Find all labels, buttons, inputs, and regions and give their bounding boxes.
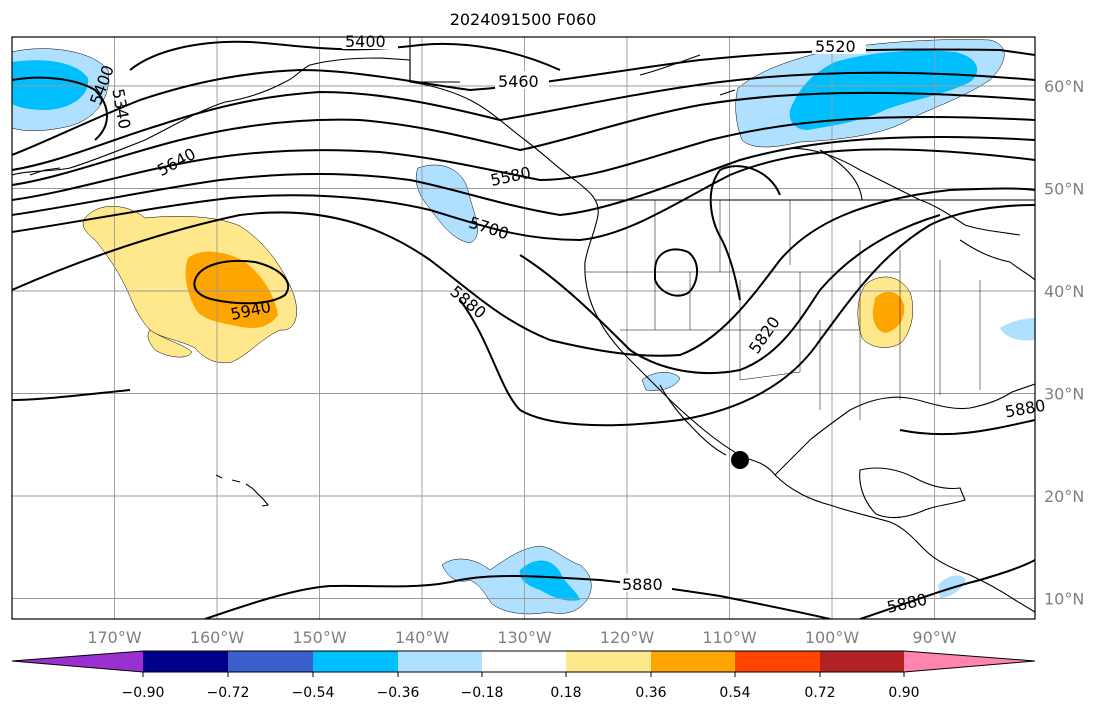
islands bbox=[29, 89, 736, 507]
contour-label: 5880 bbox=[885, 590, 929, 617]
contour-label: 5880 bbox=[1003, 396, 1046, 422]
colorbar-tick: 0.36 bbox=[635, 685, 666, 701]
contour-label: 5340 bbox=[108, 87, 134, 130]
lon-tick: 130°W bbox=[497, 628, 552, 647]
lon-tick: 150°W bbox=[292, 628, 347, 647]
map-frame bbox=[11, 36, 1036, 620]
contour-label: 5820 bbox=[745, 313, 784, 357]
contour-label: 5460 bbox=[498, 72, 539, 91]
lon-tick: 160°W bbox=[190, 628, 245, 647]
lat-tick: 50°N bbox=[1044, 180, 1084, 199]
colorbar-extend-low bbox=[12, 651, 143, 672]
lat-tick: 60°N bbox=[1044, 77, 1084, 96]
map-area bbox=[12, 37, 1035, 619]
colorbar-tick: 0.90 bbox=[888, 685, 919, 701]
lon-tick: 120°W bbox=[600, 628, 655, 647]
colorbar-tick: 0.18 bbox=[550, 685, 581, 701]
contour-label: 5880 bbox=[622, 575, 663, 594]
lat-tick: 40°N bbox=[1044, 282, 1084, 301]
colorbar-tick: 0.54 bbox=[719, 685, 750, 701]
lat-tick: 10°N bbox=[1044, 590, 1084, 609]
lat-tick: 30°N bbox=[1044, 385, 1084, 404]
contour-label: 5580 bbox=[489, 163, 533, 190]
lon-tick-labels: 170°W 160°W 150°W 140°W 130°W 120°W 110°… bbox=[87, 628, 956, 647]
storm-center-dot bbox=[731, 451, 749, 469]
lon-tick: 110°W bbox=[702, 628, 757, 647]
colorbar-extend-high bbox=[904, 651, 1035, 672]
lon-tick: 140°W bbox=[395, 628, 450, 647]
lat-tick: 20°N bbox=[1044, 487, 1084, 506]
colorbar: −0.90 −0.72 −0.54 −0.36 −0.18 0.18 0.36 … bbox=[11, 650, 1036, 701]
colorbar-tick: −0.54 bbox=[292, 685, 335, 701]
lat-tick-labels: 60°N 50°N 40°N 30°N 20°N 10°N bbox=[1044, 77, 1084, 609]
contour-label: 5880 bbox=[446, 282, 489, 323]
colorbar-tick: −0.36 bbox=[377, 685, 420, 701]
colorbar-segment bbox=[482, 651, 566, 672]
contour-label: 5520 bbox=[815, 37, 856, 56]
lon-tick: 100°W bbox=[805, 628, 860, 647]
colorbar-tick: −0.18 bbox=[461, 685, 504, 701]
height-contours bbox=[12, 40, 1035, 619]
colorbar-segment bbox=[228, 651, 313, 672]
colorbar-tick: 0.72 bbox=[804, 685, 835, 701]
lon-tick: 90°W bbox=[912, 628, 956, 647]
colorbar-tick: −0.90 bbox=[122, 685, 165, 701]
map-title: 2024091500 F060 bbox=[449, 10, 597, 29]
coastlines bbox=[12, 37, 1035, 613]
colorbar-segment bbox=[398, 651, 482, 672]
colorbar-segment bbox=[735, 651, 820, 672]
colorbar-segment bbox=[313, 651, 398, 672]
contour-label: 5400 bbox=[345, 32, 386, 51]
colorbar-segment bbox=[143, 651, 228, 672]
colorbar-tick: −0.72 bbox=[207, 685, 250, 701]
state-borders bbox=[585, 200, 981, 420]
contour-label: 5640 bbox=[154, 144, 199, 180]
colorbar-segment bbox=[651, 651, 735, 672]
colorbar-segment bbox=[566, 651, 651, 672]
lon-tick: 170°W bbox=[87, 628, 142, 647]
colorbar-segment bbox=[820, 651, 904, 672]
